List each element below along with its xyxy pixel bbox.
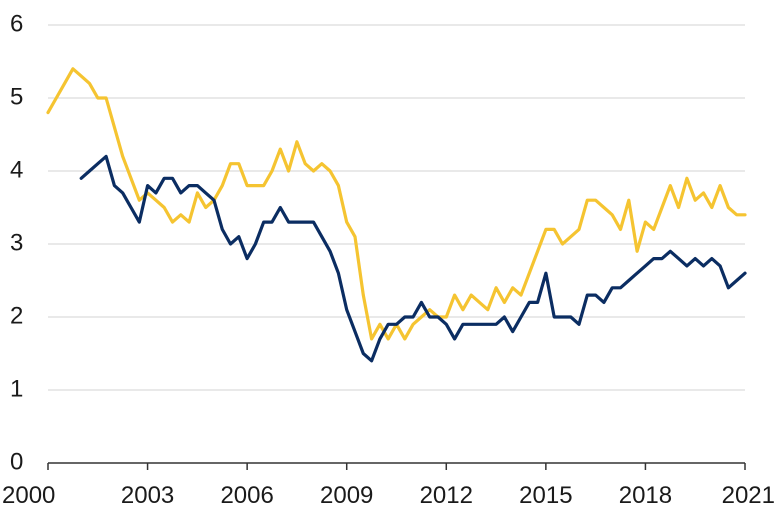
x-tick-label: 2018 xyxy=(619,482,672,509)
x-axis-tick-labels: 2000 2003 2006 2009 2012 2015 2018 2021 xyxy=(2,482,775,509)
y-axis-tick-labels: 0 1 2 3 4 5 6 xyxy=(10,10,23,475)
x-tick-label: 2021 xyxy=(722,482,775,509)
series-line-2 xyxy=(79,154,747,363)
y-tick-label: 6 xyxy=(10,10,23,37)
x-tick-label: 2000 xyxy=(2,482,55,509)
x-tick-label: 2012 xyxy=(420,482,473,509)
y-tick-label: 3 xyxy=(10,229,23,256)
series-lines xyxy=(46,67,747,363)
x-tick-label: 2015 xyxy=(519,482,572,509)
x-tick-label: 2009 xyxy=(320,482,373,509)
series-line-1 xyxy=(46,67,747,341)
y-tick-label: 2 xyxy=(10,302,23,329)
x-axis xyxy=(47,462,746,470)
y-tick-label: 4 xyxy=(10,156,23,183)
y-tick-label: 1 xyxy=(10,375,23,402)
x-tick-label: 2003 xyxy=(121,482,174,509)
y-tick-label: 5 xyxy=(10,83,23,110)
y-tick-label: 0 xyxy=(10,448,23,475)
grid-lines xyxy=(48,24,745,391)
x-tick-label: 2006 xyxy=(220,482,273,509)
